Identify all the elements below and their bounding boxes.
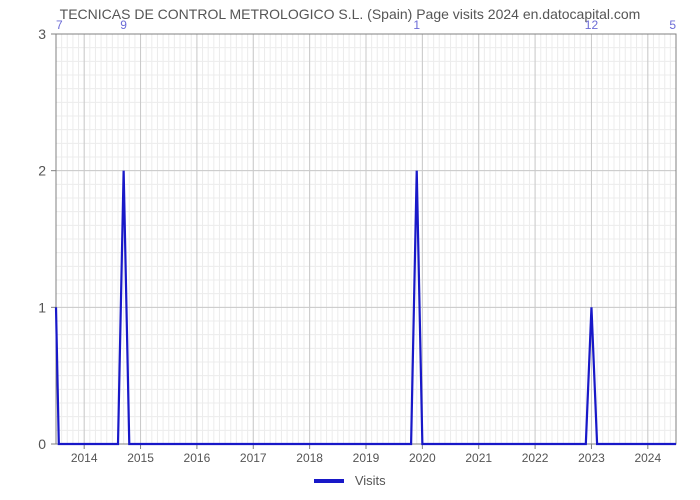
svg-text:2014: 2014: [71, 451, 98, 465]
svg-text:2: 2: [38, 163, 46, 179]
svg-text:2015: 2015: [127, 451, 154, 465]
svg-text:0: 0: [38, 436, 46, 452]
svg-text:2019: 2019: [353, 451, 380, 465]
svg-text:5: 5: [669, 18, 676, 32]
svg-text:3: 3: [38, 26, 46, 42]
svg-text:2016: 2016: [184, 451, 211, 465]
chart-svg: 2014201520162017201820192020202120222023…: [0, 0, 700, 500]
svg-text:2024: 2024: [634, 451, 661, 465]
legend-label: Visits: [355, 473, 386, 488]
svg-text:7: 7: [56, 18, 63, 32]
svg-text:1: 1: [38, 299, 46, 315]
legend: Visits: [0, 472, 700, 490]
svg-text:12: 12: [585, 18, 599, 32]
svg-text:2017: 2017: [240, 451, 267, 465]
svg-text:2022: 2022: [522, 451, 549, 465]
svg-text:2020: 2020: [409, 451, 436, 465]
svg-text:2023: 2023: [578, 451, 605, 465]
svg-text:2018: 2018: [296, 451, 323, 465]
chart-container: TECNICAS DE CONTROL METROLOGICO S.L. (Sp…: [0, 0, 700, 500]
legend-swatch: [314, 479, 344, 483]
svg-text:2021: 2021: [465, 451, 492, 465]
svg-text:1: 1: [413, 18, 420, 32]
svg-text:9: 9: [120, 18, 127, 32]
